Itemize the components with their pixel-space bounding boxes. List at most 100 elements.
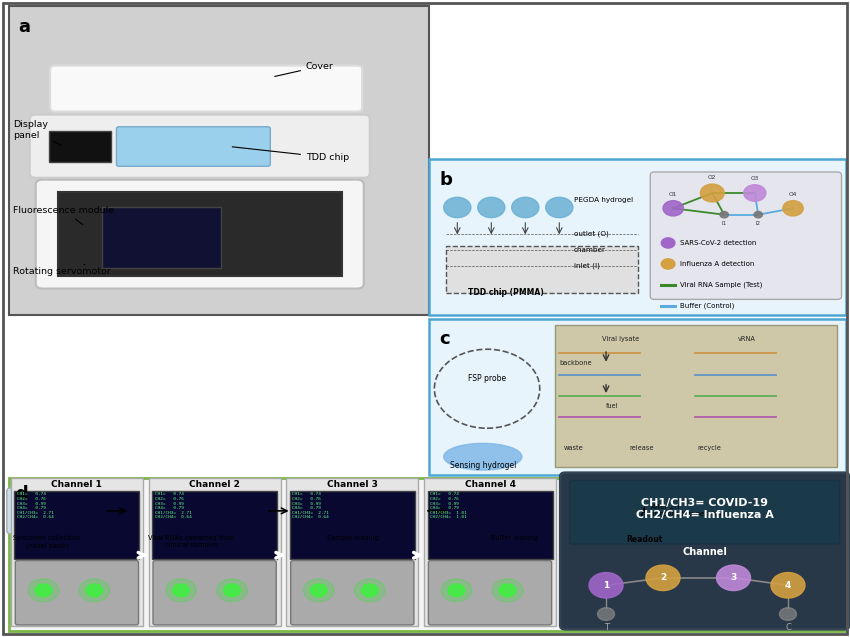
Circle shape [166,579,196,602]
Text: Display
panel: Display panel [13,120,61,145]
FancyBboxPatch shape [49,131,111,162]
Text: O4: O4 [789,192,797,197]
Text: After 2h
at room temperature: After 2h at room temperature [650,505,727,517]
FancyBboxPatch shape [36,180,364,289]
Text: recycle: recycle [698,445,722,452]
Circle shape [771,573,805,598]
Circle shape [754,211,762,218]
Circle shape [546,197,573,218]
Text: CH1=   0.74
CH2=   0.76
CH3=   0.99
CH4=   0.79
CH1/CH3=  2.71
CH2/CH4=  0.64: CH1= 0.74 CH2= 0.76 CH3= 0.99 CH4= 0.79 … [292,492,329,519]
Circle shape [661,259,675,269]
Text: CH1/CH3= COVID-19
CH2/CH4= Influenza A: CH1/CH3= COVID-19 CH2/CH4= Influenza A [636,498,774,520]
Text: C: C [785,623,791,632]
Text: PEGDA hydrogel: PEGDA hydrogel [574,197,633,203]
Circle shape [661,238,675,248]
FancyBboxPatch shape [428,561,552,625]
FancyBboxPatch shape [286,478,418,626]
Text: Buffer (Control): Buffer (Control) [680,303,734,310]
Circle shape [310,584,327,597]
Text: Channel 1: Channel 1 [52,480,102,489]
FancyBboxPatch shape [555,325,837,467]
Circle shape [217,579,247,602]
Text: I1: I1 [722,221,727,226]
FancyBboxPatch shape [313,488,394,534]
Circle shape [35,584,52,597]
FancyBboxPatch shape [15,561,139,625]
FancyBboxPatch shape [14,490,139,559]
Text: O3: O3 [751,176,759,181]
Text: TDD chip (PMMA): TDD chip (PMMA) [468,289,543,297]
FancyBboxPatch shape [116,127,270,166]
Text: b: b [439,171,452,189]
Circle shape [663,201,683,216]
Text: TDD chip: TDD chip [232,147,349,162]
Text: Channel 4: Channel 4 [464,480,515,489]
Text: CH1=   0.74
CH2=   0.76
CH3=   0.99
CH4=   0.79
CH1/CH3=  1.01
CH2/CH4=  1.01: CH1= 0.74 CH2= 0.76 CH3= 0.99 CH4= 0.79 … [430,492,467,519]
FancyBboxPatch shape [8,478,846,631]
Text: release: release [630,445,654,452]
Circle shape [779,608,796,620]
Circle shape [499,584,516,597]
Text: Channel 3: Channel 3 [327,480,377,489]
Text: Rotating servomotor: Rotating servomotor [13,264,110,276]
Circle shape [303,579,334,602]
Text: waste: waste [564,445,583,452]
Text: I2: I2 [756,221,761,226]
Text: Sample loading: Sample loading [326,535,379,541]
Text: CH1=   0.74
CH2=   0.76
CH3=   0.99
CH4=   0.79
CH1/CH3=  2.71
CH2/CH4=  0.64: CH1= 0.74 CH2= 0.76 CH3= 0.99 CH4= 0.79 … [155,492,191,519]
Circle shape [512,197,539,218]
Circle shape [783,201,803,216]
Text: 1: 1 [603,581,609,590]
Circle shape [354,579,385,602]
FancyBboxPatch shape [152,490,277,559]
Circle shape [28,579,59,602]
Text: c: c [439,330,450,348]
Text: Sensing hydrogel: Sensing hydrogel [450,461,516,470]
Circle shape [86,584,103,597]
FancyBboxPatch shape [149,478,280,626]
Circle shape [492,579,523,602]
Text: 2: 2 [660,573,666,582]
Text: Viral RNAs extracted from
clinical samples: Viral RNAs extracted from clinical sampl… [148,535,235,548]
Text: Channel 2: Channel 2 [190,480,240,489]
Text: 4: 4 [785,581,791,590]
Text: FSP probe: FSP probe [468,374,506,383]
FancyBboxPatch shape [650,172,842,299]
FancyBboxPatch shape [290,490,415,559]
FancyBboxPatch shape [429,318,846,475]
Text: Influenza A detection: Influenza A detection [680,261,755,267]
FancyBboxPatch shape [8,6,429,315]
Circle shape [224,584,241,597]
Circle shape [589,573,623,598]
Circle shape [444,197,471,218]
Circle shape [361,584,378,597]
Text: 3: 3 [730,573,737,582]
Circle shape [79,579,110,602]
Text: inlet (I): inlet (I) [574,262,599,269]
Circle shape [717,565,751,590]
FancyBboxPatch shape [102,207,221,268]
FancyBboxPatch shape [58,192,342,276]
Text: Readout: Readout [626,535,662,544]
Text: fuel: fuel [606,403,619,409]
Text: a: a [19,18,31,36]
Text: Viral lysate: Viral lysate [602,336,639,342]
Circle shape [441,579,472,602]
Text: chamber: chamber [574,247,606,253]
Circle shape [720,211,728,218]
FancyBboxPatch shape [446,246,638,293]
FancyBboxPatch shape [30,115,370,178]
Circle shape [598,608,615,620]
FancyBboxPatch shape [50,66,362,111]
Text: SARS-CoV-2 detection: SARS-CoV-2 detection [680,240,756,246]
FancyBboxPatch shape [428,490,552,559]
FancyBboxPatch shape [153,561,276,625]
FancyBboxPatch shape [291,561,414,625]
FancyBboxPatch shape [560,473,849,629]
Circle shape [646,565,680,590]
Text: Fluorescence module: Fluorescence module [13,206,114,224]
FancyBboxPatch shape [474,488,556,534]
FancyBboxPatch shape [424,478,556,626]
Text: Buffer loading: Buffer loading [490,535,538,541]
Circle shape [478,197,505,218]
